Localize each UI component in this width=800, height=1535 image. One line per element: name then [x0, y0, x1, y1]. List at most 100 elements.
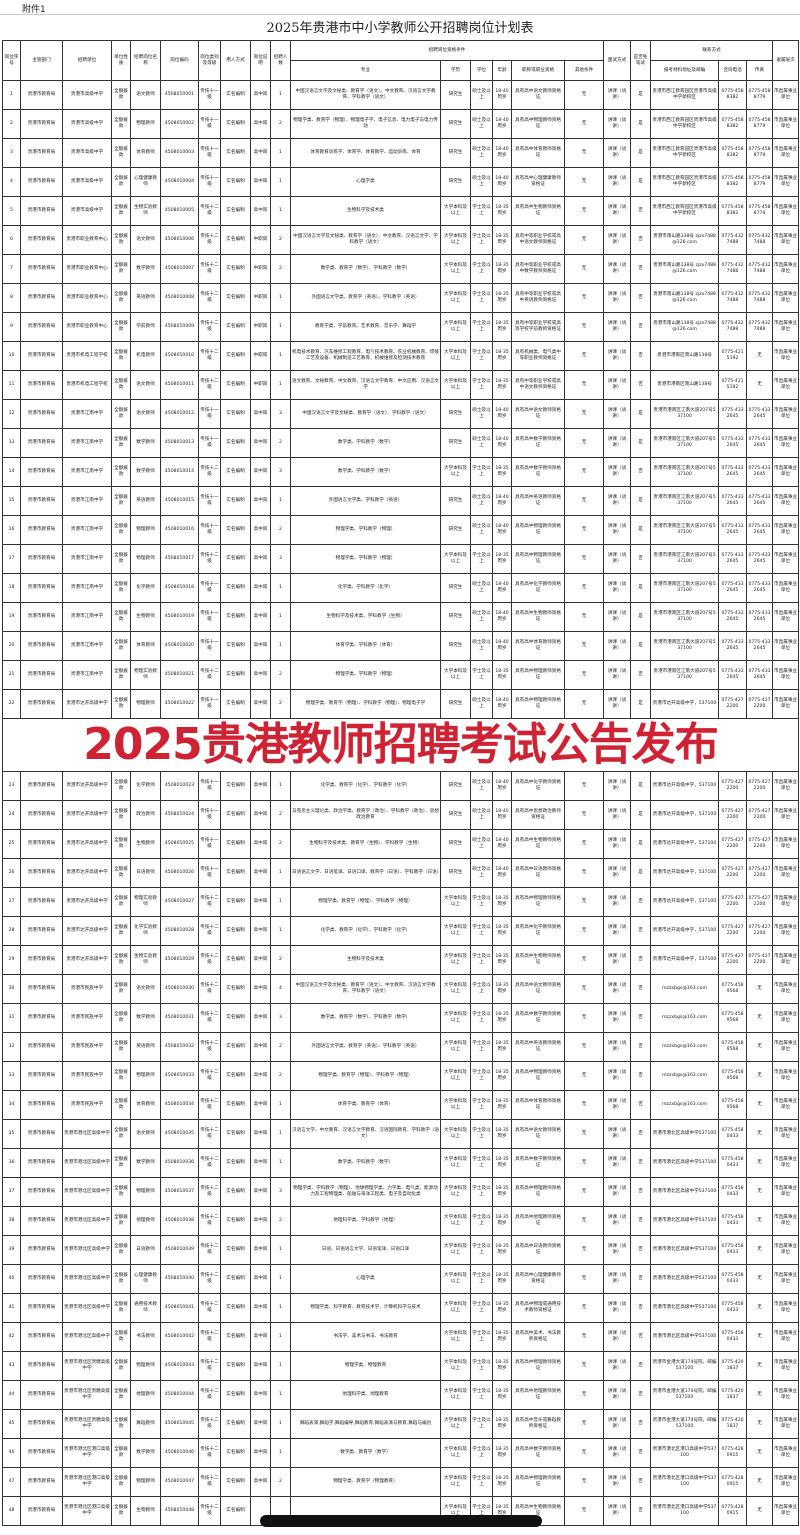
- cell-type: 高中岗: [250, 573, 271, 603]
- cell-degree: 学士及以上: [470, 1148, 493, 1178]
- cell-age: 18-40周岁: [492, 109, 512, 139]
- cell-fax: 无: [746, 1322, 774, 1352]
- cell-code: 4508010017: [160, 544, 199, 574]
- cell-method: 实名编制: [220, 457, 251, 487]
- cell-other: 无: [563, 771, 605, 801]
- cell-method: 实名编制: [220, 283, 251, 313]
- cell-edu: 大学本科及以上: [440, 916, 471, 946]
- cell-dept: 贵港市教育局: [20, 573, 63, 603]
- cell-degree: 学士及以上: [470, 974, 493, 1004]
- header-tel: 咨询电话: [718, 60, 748, 81]
- cell-major: 物理学类、教育学（物理）、学科教学（物理）: [290, 1061, 441, 1091]
- cell-cert: 具有高中语文教师资格证: [511, 80, 565, 110]
- cell-age: 18-40周岁: [492, 515, 512, 545]
- cell-level: 市直属事业单位: [772, 370, 800, 400]
- cell-grade: 专技十一级: [198, 109, 221, 139]
- cell-edu: 研究生: [440, 399, 471, 429]
- cell-exempt: 否: [630, 1467, 652, 1497]
- cell-interview: 讲课（试讲）: [603, 858, 632, 888]
- table-row: 10 贵港市教育局 贵港市机电工程学校 全额拨款 机电教师 4508010010 专技十二级…: [2, 341, 800, 371]
- cell-edu: 大学本科及以上: [440, 945, 471, 975]
- cell-type: 高中岗: [250, 945, 271, 975]
- table-row: 16 贵港市教育局 贵港市江南中学 全额拨款 物理教师 4508010016 专技十一级 实名…: [2, 515, 800, 545]
- cell-addr: mzzxbgs@163.com: [650, 974, 720, 1004]
- cell-exempt: 否: [630, 887, 652, 917]
- cell-major: 体育学类、教育学（体育）: [290, 1090, 441, 1120]
- cell-nature: 全额拨款: [111, 858, 131, 888]
- cell-type: 高中岗: [250, 771, 271, 801]
- cell-addr: mzzxbgs@163.com: [650, 1061, 720, 1091]
- cell-unit: 贵港市职业教育中心: [62, 312, 112, 342]
- header-age: 年龄: [492, 60, 512, 81]
- cell-addr: 贵港市港北区高级中学537100: [650, 1293, 720, 1323]
- cell-degree: 学士及以上: [470, 196, 493, 226]
- cell-level: 市直属事业单位: [772, 573, 800, 603]
- cell-nature: 全额拨款: [111, 974, 131, 1004]
- cell-fax: 0775-4272200: [746, 858, 774, 888]
- cell-nature: 全额拨款: [111, 167, 131, 197]
- cell-grade: 专技十一级: [198, 602, 221, 632]
- cell-tel: 0775-4201837: [718, 1380, 748, 1410]
- cell-count: 2: [270, 660, 291, 690]
- cell-code: 4508010039: [160, 1235, 199, 1265]
- cell-post: 物理实验教师: [130, 887, 161, 917]
- cell-unit: 贵港市机电工程学校: [62, 341, 112, 371]
- cell-count: 2: [270, 1061, 291, 1091]
- cell-cert: 具有高中化学教师资格证: [511, 916, 565, 946]
- watermark-row: 2025贵港教师招聘考试公告发布: [1, 718, 800, 772]
- cell-age: 18-35周岁: [492, 1322, 512, 1352]
- cell-level: 市直属事业单位: [772, 399, 800, 429]
- cell-post: 生物教师: [130, 1496, 161, 1526]
- cell-interview: 讲课（试讲）: [603, 486, 632, 516]
- cell-dept: 贵港市教育局: [20, 457, 63, 487]
- cell-no: 34: [2, 1090, 21, 1120]
- table-row: 9 贵港市教育局 贵港市职业教育中心 全额拨款 学前教师 4508010009 专技十二级实…: [2, 312, 800, 342]
- cell-age: 18-35周岁: [492, 254, 512, 284]
- header-no: 岗位序号: [2, 40, 21, 81]
- cell-unit: 贵港市高级中学: [62, 196, 112, 226]
- cell-code: 4508010016: [160, 515, 199, 545]
- cell-fax: 0775-4332645: [746, 544, 774, 574]
- cell-nature: 全额拨款: [111, 1090, 131, 1120]
- cell-other: 无: [563, 1177, 605, 1207]
- cell-interview: 讲课（试讲）: [603, 167, 632, 197]
- cell-nature: 全额拨款: [111, 428, 131, 458]
- cell-post: 心理健康教师: [130, 167, 161, 197]
- table-row: 33 贵港市教育局 贵港市民族中学 全额拨款 物理教师 4508010033 专技十二级 实名…: [2, 1061, 800, 1091]
- cell-post: 语文教师: [130, 974, 161, 1004]
- cell-no: 28: [2, 916, 21, 946]
- cell-unit: 贵港市港北区高级中学: [62, 1148, 112, 1178]
- cell-no: 23: [2, 771, 21, 801]
- cell-dept: 贵港市教育局: [20, 974, 63, 1004]
- cell-other: 无: [563, 428, 605, 458]
- table-row: 1 贵港市教育局 贵港市高级中学 全额拨款 语文教师 4508010001 专技十一级 实名编…: [2, 80, 800, 110]
- cell-no: 7: [2, 254, 21, 284]
- cell-edu: 大学本科及以上: [440, 1206, 471, 1236]
- cell-fax: 0775-4327488: [746, 254, 774, 284]
- cell-grade: 专技十一级: [198, 515, 221, 545]
- cell-level: 市直属事业单位: [772, 80, 800, 110]
- cell-addr: 贵港市港北区港口高级中学537100: [650, 1496, 720, 1526]
- cell-tel: 0775-4580433: [718, 1264, 748, 1294]
- cell-other: 无: [563, 1206, 605, 1236]
- cell-exempt: 是: [630, 399, 652, 429]
- cell-code: 4508010047: [160, 1467, 199, 1497]
- cell-major: 中国汉语言文学及文秘类、教育学（语文）、学科教学（语文）: [290, 399, 441, 429]
- cell-other: 无: [563, 544, 605, 574]
- cell-nature: 全额拨款: [111, 399, 131, 429]
- cell-major: 生物科学及技术类: [290, 945, 441, 975]
- cell-nature: 全额拨款: [111, 254, 131, 284]
- cell-exempt: 是: [630, 167, 652, 197]
- header-cert: 职称或职业资格: [511, 60, 565, 81]
- cell-addr: 贵港市港北区高级中学537100: [650, 1206, 720, 1236]
- cell-grade: 专技十二级: [198, 1032, 221, 1062]
- table-row: 46 贵港市教育局 贵港市港北区港口高级中学 全额拨款 数学教师 4508010046 专技…: [2, 1438, 800, 1468]
- cell-other: 无: [563, 800, 605, 830]
- cell-cert: 具有高中化学教师资格证: [511, 573, 565, 603]
- cell-dept: 贵港市教育局: [20, 370, 63, 400]
- cell-addr: 贵港市港南区江南大道207号537100: [650, 457, 720, 487]
- cell-type: 高中岗: [250, 109, 271, 139]
- cell-major: 化学类、学科教学（化学）: [290, 573, 441, 603]
- cell-edu: 大学本科及以上: [440, 457, 471, 487]
- cell-post: 生物实验教师: [130, 196, 161, 226]
